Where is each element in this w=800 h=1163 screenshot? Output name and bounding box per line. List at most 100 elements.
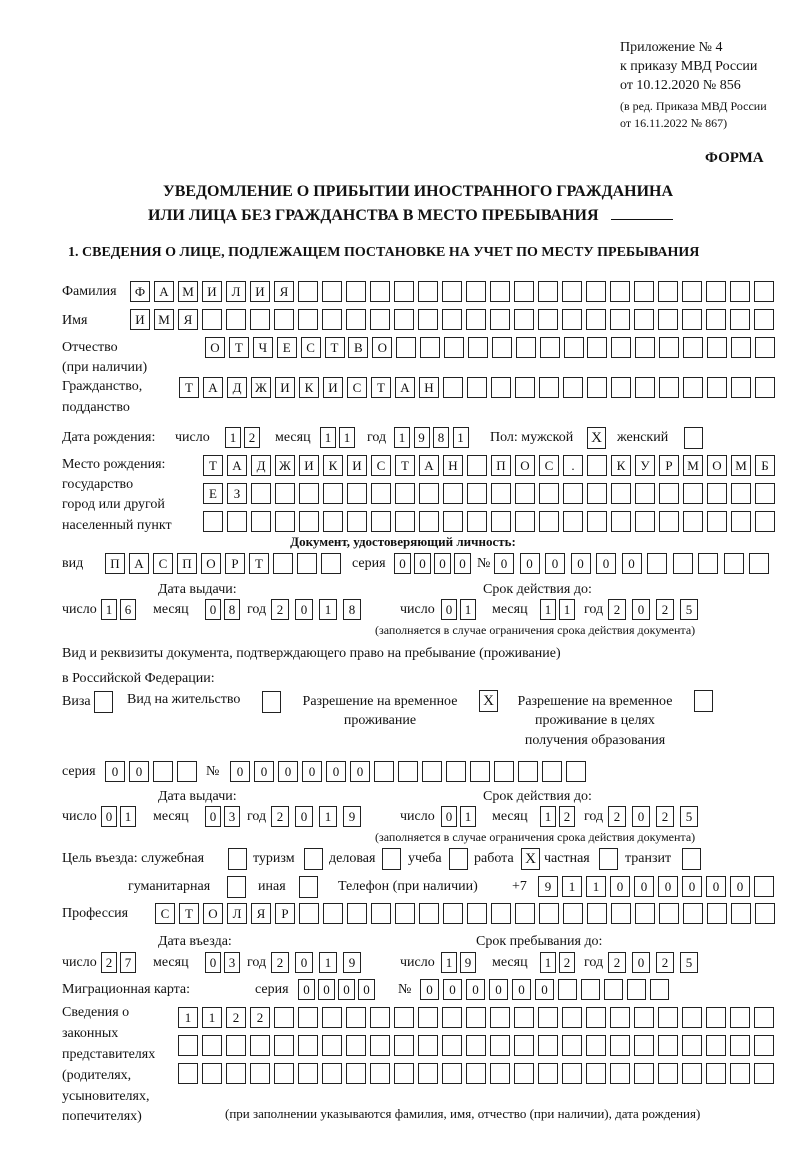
char-box[interactable] bbox=[754, 309, 774, 330]
char-box[interactable]: 1 bbox=[559, 599, 575, 620]
char-box[interactable] bbox=[418, 1007, 438, 1028]
char-box[interactable] bbox=[683, 511, 703, 532]
char-box[interactable]: 1 bbox=[540, 952, 556, 973]
char-box[interactable] bbox=[514, 281, 534, 302]
char-box[interactable] bbox=[566, 761, 586, 782]
char-box[interactable] bbox=[346, 1007, 366, 1028]
char-box[interactable]: М bbox=[178, 281, 198, 302]
char-box[interactable]: Т bbox=[371, 377, 391, 398]
char-box[interactable] bbox=[611, 337, 632, 358]
char-box[interactable]: Л bbox=[227, 903, 247, 924]
char-box[interactable]: А bbox=[395, 377, 415, 398]
char-box[interactable]: Р bbox=[659, 455, 679, 476]
purpose-transit-checkbox[interactable] bbox=[682, 848, 701, 870]
char-box[interactable] bbox=[658, 1063, 678, 1084]
char-box[interactable]: 0 bbox=[394, 553, 411, 574]
purpose-other-checkbox[interactable] bbox=[299, 876, 318, 898]
char-box[interactable]: 1 bbox=[225, 427, 241, 448]
purpose-work-checkbox[interactable]: X bbox=[521, 848, 540, 870]
char-box[interactable]: С bbox=[371, 455, 391, 476]
char-box[interactable] bbox=[634, 281, 654, 302]
char-box[interactable]: 0 bbox=[295, 952, 313, 973]
char-box[interactable] bbox=[395, 511, 415, 532]
char-box[interactable] bbox=[346, 1063, 366, 1084]
char-box[interactable] bbox=[251, 511, 271, 532]
char-box[interactable]: 0 bbox=[658, 876, 678, 897]
char-box[interactable]: 1 bbox=[320, 427, 336, 448]
char-box[interactable]: Т bbox=[179, 903, 199, 924]
char-box[interactable] bbox=[298, 1035, 318, 1056]
char-box[interactable] bbox=[659, 337, 680, 358]
char-box[interactable] bbox=[370, 309, 390, 330]
char-box[interactable]: . bbox=[563, 455, 583, 476]
char-box[interactable]: Н bbox=[419, 377, 439, 398]
char-box[interactable] bbox=[587, 455, 607, 476]
char-box[interactable]: 1 bbox=[460, 599, 476, 620]
char-box[interactable] bbox=[395, 903, 415, 924]
char-box[interactable]: 0 bbox=[295, 599, 313, 620]
char-box[interactable]: 1 bbox=[101, 599, 117, 620]
char-box[interactable] bbox=[706, 309, 726, 330]
char-box[interactable]: И bbox=[323, 377, 343, 398]
char-box[interactable]: 0 bbox=[494, 553, 514, 574]
char-box[interactable] bbox=[635, 511, 655, 532]
char-box[interactable]: О bbox=[515, 455, 535, 476]
char-box[interactable]: 0 bbox=[254, 761, 274, 782]
char-box[interactable]: 1 bbox=[452, 427, 469, 448]
char-box[interactable] bbox=[250, 309, 270, 330]
char-box[interactable]: 0 bbox=[295, 806, 313, 827]
char-box[interactable]: 5 bbox=[680, 806, 698, 827]
char-box[interactable] bbox=[586, 281, 606, 302]
char-box[interactable]: 0 bbox=[318, 979, 335, 1000]
char-box[interactable] bbox=[442, 1035, 462, 1056]
char-box[interactable] bbox=[539, 903, 559, 924]
char-box[interactable]: Т bbox=[395, 455, 415, 476]
char-box[interactable] bbox=[374, 761, 394, 782]
char-box[interactable]: 0 bbox=[298, 979, 315, 1000]
char-box[interactable]: И bbox=[130, 309, 150, 330]
char-box[interactable]: 0 bbox=[545, 553, 565, 574]
char-box[interactable]: 9 bbox=[460, 952, 476, 973]
char-box[interactable]: 1 bbox=[319, 952, 337, 973]
char-box[interactable]: 0 bbox=[596, 553, 616, 574]
char-box[interactable] bbox=[627, 979, 646, 1000]
char-box[interactable]: 0 bbox=[466, 979, 485, 1000]
char-box[interactable] bbox=[755, 483, 775, 504]
char-box[interactable]: И bbox=[275, 377, 295, 398]
char-box[interactable] bbox=[347, 903, 367, 924]
char-box[interactable]: 0 bbox=[632, 806, 650, 827]
char-box[interactable] bbox=[298, 281, 318, 302]
char-box[interactable]: Т bbox=[249, 553, 269, 574]
char-box[interactable]: 7 bbox=[120, 952, 136, 973]
temp-permit-checkbox[interactable]: X bbox=[479, 690, 498, 712]
char-box[interactable] bbox=[370, 1063, 390, 1084]
char-box[interactable] bbox=[563, 377, 583, 398]
char-box[interactable]: Н bbox=[443, 455, 463, 476]
char-box[interactable] bbox=[443, 511, 463, 532]
char-box[interactable] bbox=[250, 1035, 270, 1056]
char-box[interactable] bbox=[396, 337, 417, 358]
char-box[interactable] bbox=[491, 511, 511, 532]
char-box[interactable]: П bbox=[177, 553, 197, 574]
char-box[interactable]: 0 bbox=[441, 806, 457, 827]
char-box[interactable]: И bbox=[202, 281, 222, 302]
char-box[interactable] bbox=[650, 979, 669, 1000]
char-box[interactable]: 1 bbox=[394, 427, 410, 448]
char-box[interactable]: З bbox=[227, 483, 247, 504]
char-box[interactable]: 8 bbox=[224, 599, 240, 620]
char-box[interactable]: 2 bbox=[271, 806, 289, 827]
char-box[interactable] bbox=[587, 337, 608, 358]
char-box[interactable] bbox=[298, 1007, 318, 1028]
char-box[interactable]: М bbox=[731, 455, 751, 476]
char-box[interactable]: Т bbox=[228, 337, 249, 358]
char-box[interactable] bbox=[563, 337, 584, 358]
char-box[interactable]: 0 bbox=[634, 876, 654, 897]
char-box[interactable] bbox=[418, 281, 438, 302]
char-box[interactable]: 0 bbox=[230, 761, 250, 782]
char-box[interactable] bbox=[634, 309, 654, 330]
char-box[interactable] bbox=[274, 1063, 294, 1084]
char-box[interactable] bbox=[683, 483, 703, 504]
purpose-business-checkbox[interactable] bbox=[382, 848, 401, 870]
char-box[interactable]: 0 bbox=[350, 761, 370, 782]
char-box[interactable] bbox=[730, 1063, 750, 1084]
